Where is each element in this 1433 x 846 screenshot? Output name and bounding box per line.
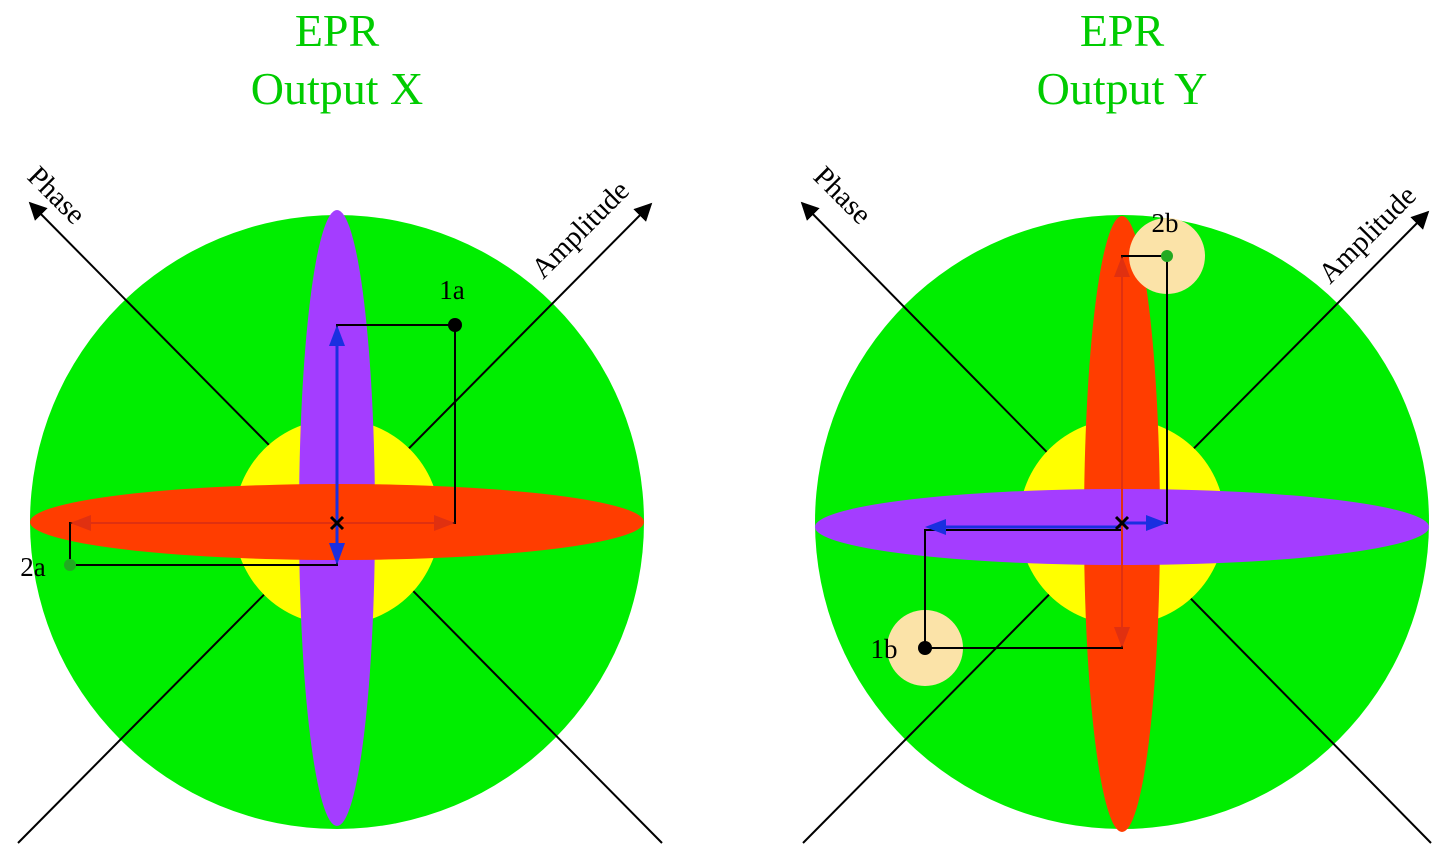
panel-x-label-1a: 1a <box>439 275 465 305</box>
panel-y-blue-arrow-left <box>925 519 1122 535</box>
panel-y-title-line2: Output Y <box>1037 63 1208 114</box>
panel-x-red-arrow-right <box>337 515 455 531</box>
panel-y-point-2b <box>1161 250 1173 262</box>
panel-y-blue-arrow-right <box>1122 515 1167 531</box>
panel-x-amplitude-label: Amplitude <box>525 175 635 285</box>
panel-output-x: EPR Output X <box>17 5 663 844</box>
panel-y-point-1b <box>918 641 932 655</box>
panel-x-blue-arrow-down <box>329 523 345 565</box>
panel-x-center-cross <box>329 515 345 531</box>
panel-y-label-2b: 2b <box>1152 208 1179 238</box>
panel-x-red-arrow-left <box>70 515 337 531</box>
panel-y-red-arrow-down <box>1114 523 1130 648</box>
panel-y-red-arrow-up <box>1114 256 1130 523</box>
panel-y-label-1b: 1b <box>871 634 898 664</box>
panel-y-center-cross <box>1114 515 1130 531</box>
panel-x-title-line2: Output X <box>251 63 424 114</box>
panel-x-point-1a <box>448 318 462 332</box>
panel-output-y: EPR Output Y <box>800 5 1432 844</box>
panel-x-phase-label: Phase <box>21 160 91 230</box>
panel-x-label-2a: 2a <box>20 552 46 582</box>
panel-x-blue-arrow-up <box>329 325 345 523</box>
panel-x-point-2a <box>64 559 76 571</box>
panel-x-title-line1: EPR <box>295 5 380 56</box>
panel-y-title-line1: EPR <box>1080 5 1165 56</box>
